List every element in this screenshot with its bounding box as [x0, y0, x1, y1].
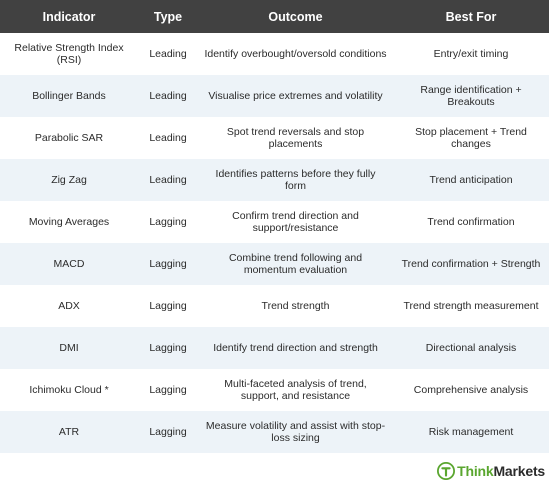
cell-type: Leading [149, 89, 187, 102]
cell-indicator: DMI [59, 341, 79, 354]
cell-best-for: Trend confirmation + Strength [401, 257, 541, 270]
cell-type: Lagging [149, 257, 187, 270]
cell-indicator: Moving Averages [28, 215, 110, 228]
table-row: ADX Lagging Trend strength Trend strength m… [0, 285, 549, 327]
cell-best-for: Trend anticipation [429, 173, 513, 186]
table-row: Parabolic SAR Leading Spot trend reversals… [0, 117, 549, 159]
cell-outcome: Measure volatility and assist with stop-… [205, 419, 386, 445]
table-row: ATR Lagging Measure volatility and assist … [0, 411, 549, 453]
cell-indicator: MACD [53, 257, 85, 270]
cell-type: Leading [149, 47, 187, 60]
cell-indicator: ATR [58, 425, 80, 438]
cell-outcome: Multi-faceted analysis of trend, support… [224, 377, 367, 403]
cell-best-for: Directional analysis [425, 341, 517, 354]
table-row: MACD Lagging Combine trend following and m… [0, 243, 549, 285]
cell-best-for: Trend confirmation [427, 215, 515, 228]
cell-outcome: Combine trend following and momentum eva… [228, 251, 363, 277]
cell-outcome: Identifies patterns before they fully fo… [215, 167, 376, 193]
cell-type: Lagging [149, 341, 187, 354]
cell-outcome: Identify trend direction and strength [213, 341, 378, 354]
cell-outcome: Trend strength [261, 299, 330, 312]
cell-indicator: Parabolic SAR [34, 131, 104, 144]
table-row: Bollinger Bands Leading Visualise price ex… [0, 75, 549, 117]
header-indicator: Indicator [42, 9, 96, 24]
cell-best-for: Risk management [428, 425, 514, 438]
cell-type: Lagging [149, 299, 187, 312]
thinkmarkets-wordmark: ThinkMarkets [457, 463, 545, 479]
cell-type: Lagging [149, 215, 187, 228]
indicator-table: Indicator Type Outcome Best For Relative… [0, 0, 549, 453]
cell-indicator: Ichimoku Cloud * [29, 383, 109, 396]
cell-type: Leading [149, 131, 187, 144]
table-row: Moving Averages Lagging Confirm trend dire… [0, 201, 549, 243]
cell-type: Lagging [149, 425, 187, 438]
cell-type: Lagging [149, 383, 187, 396]
cell-type: Leading [149, 173, 187, 186]
cell-outcome: Confirm trend direction and support/resi… [232, 209, 359, 235]
cell-best-for: Range identification + Breakouts [420, 83, 522, 109]
logo-part-markets: Markets [493, 463, 545, 479]
table-row: DMI Lagging Identify trend direction and s… [0, 327, 549, 369]
table-header: Indicator Type Outcome Best For [0, 0, 549, 33]
header-best-for: Best For [445, 9, 497, 24]
cell-outcome: Spot trend reversals and stop placements [226, 125, 365, 151]
cell-outcome: Visualise price extremes and volatility [208, 89, 383, 102]
header-outcome: Outcome [268, 9, 323, 24]
cell-indicator: Relative Strength Index (RSI) [14, 41, 124, 67]
cell-best-for: Trend strength measurement [403, 299, 539, 312]
header-type: Type [153, 9, 183, 24]
thinkmarkets-mark-icon [437, 462, 456, 480]
cell-best-for: Comprehensive analysis [413, 383, 529, 396]
table-row: Ichimoku Cloud * Lagging Multi-faceted ana… [0, 369, 549, 411]
table-row: Zig Zag Leading Identifies patterns before… [0, 159, 549, 201]
cell-outcome: Identify overbought/oversold conditions [204, 47, 387, 60]
thinkmarkets-logo: ThinkMarkets [437, 461, 545, 481]
table-row: Relative Strength Index (RSI) Leading Iden… [0, 33, 549, 75]
cell-indicator: Bollinger Bands [32, 89, 106, 102]
cell-best-for: Entry/exit timing [433, 47, 509, 60]
logo-part-think: Think [457, 463, 494, 479]
cell-indicator: Zig Zag [51, 173, 87, 186]
cell-best-for: Stop placement + Trend changes [415, 125, 527, 151]
cell-indicator: ADX [58, 299, 80, 312]
